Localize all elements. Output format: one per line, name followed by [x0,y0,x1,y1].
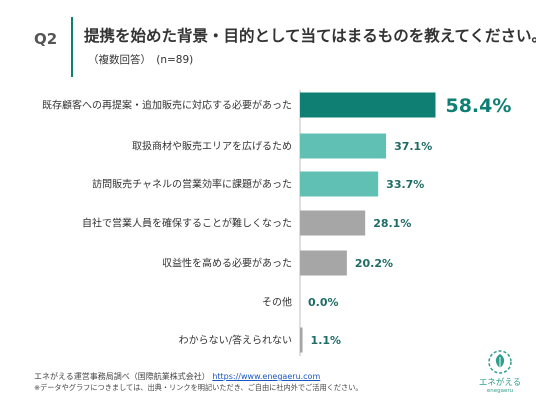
value-label: 37.1% [394,140,432,153]
enegaeru-logo: エネがえる enegaeru [477,348,523,398]
value-label: 20.2% [355,257,393,270]
value-label: 28.1% [373,217,411,230]
category-label: 訪問販売チャネルの営業効率に課題があった [92,178,292,191]
category-label: その他 [262,296,292,309]
bar [300,250,347,276]
logo-text: エネがえる [478,378,522,388]
source-link[interactable]: https://www.enegaeru.com [212,372,321,381]
question-title: 提携を始めた背景・目的として当てはまるものを教えてください。 [84,27,536,45]
category-label: 取扱商材や販売エリアを広げるため [132,140,292,153]
category-label: 収益性を高める必要があった [162,257,292,270]
question-number: Q2 [34,30,58,48]
logo-subtext: enegaeru [486,388,514,394]
header-divider [71,17,73,77]
sample-note: （複数回答） (n=89) [88,54,194,66]
usage-notice: ※データやグラフにつきましては、出典・リンクを明記いただき、ご自由に社内外でご活… [34,383,363,392]
bar [300,327,303,353]
source-text: エネがえる運営事務局調べ（国際航業株式会社） [34,372,210,381]
bar [300,210,366,236]
category-label: わからない/答えられない [179,334,292,347]
value-label: 58.4% [445,95,511,117]
value-label: 33.7% [386,178,424,191]
source-line: エネがえる運営事務局調べ（国際航業株式会社） https://www.enega… [34,371,320,382]
bar [300,171,379,197]
leaf-emblem-icon [488,350,512,374]
value-label: 0.0% [308,296,339,309]
category-label: 既存顧客への再提案・追加販売に対応する必要があった [42,99,292,112]
bar [300,133,387,159]
category-label: 自社で営業人員を確保することが難しくなった [82,217,292,230]
value-label: 1.1% [311,334,342,347]
bar [300,92,436,118]
